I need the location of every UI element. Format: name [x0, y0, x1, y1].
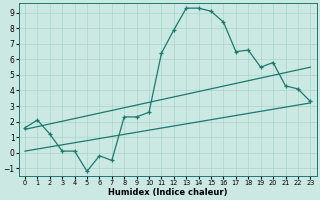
X-axis label: Humidex (Indice chaleur): Humidex (Indice chaleur)	[108, 188, 228, 197]
